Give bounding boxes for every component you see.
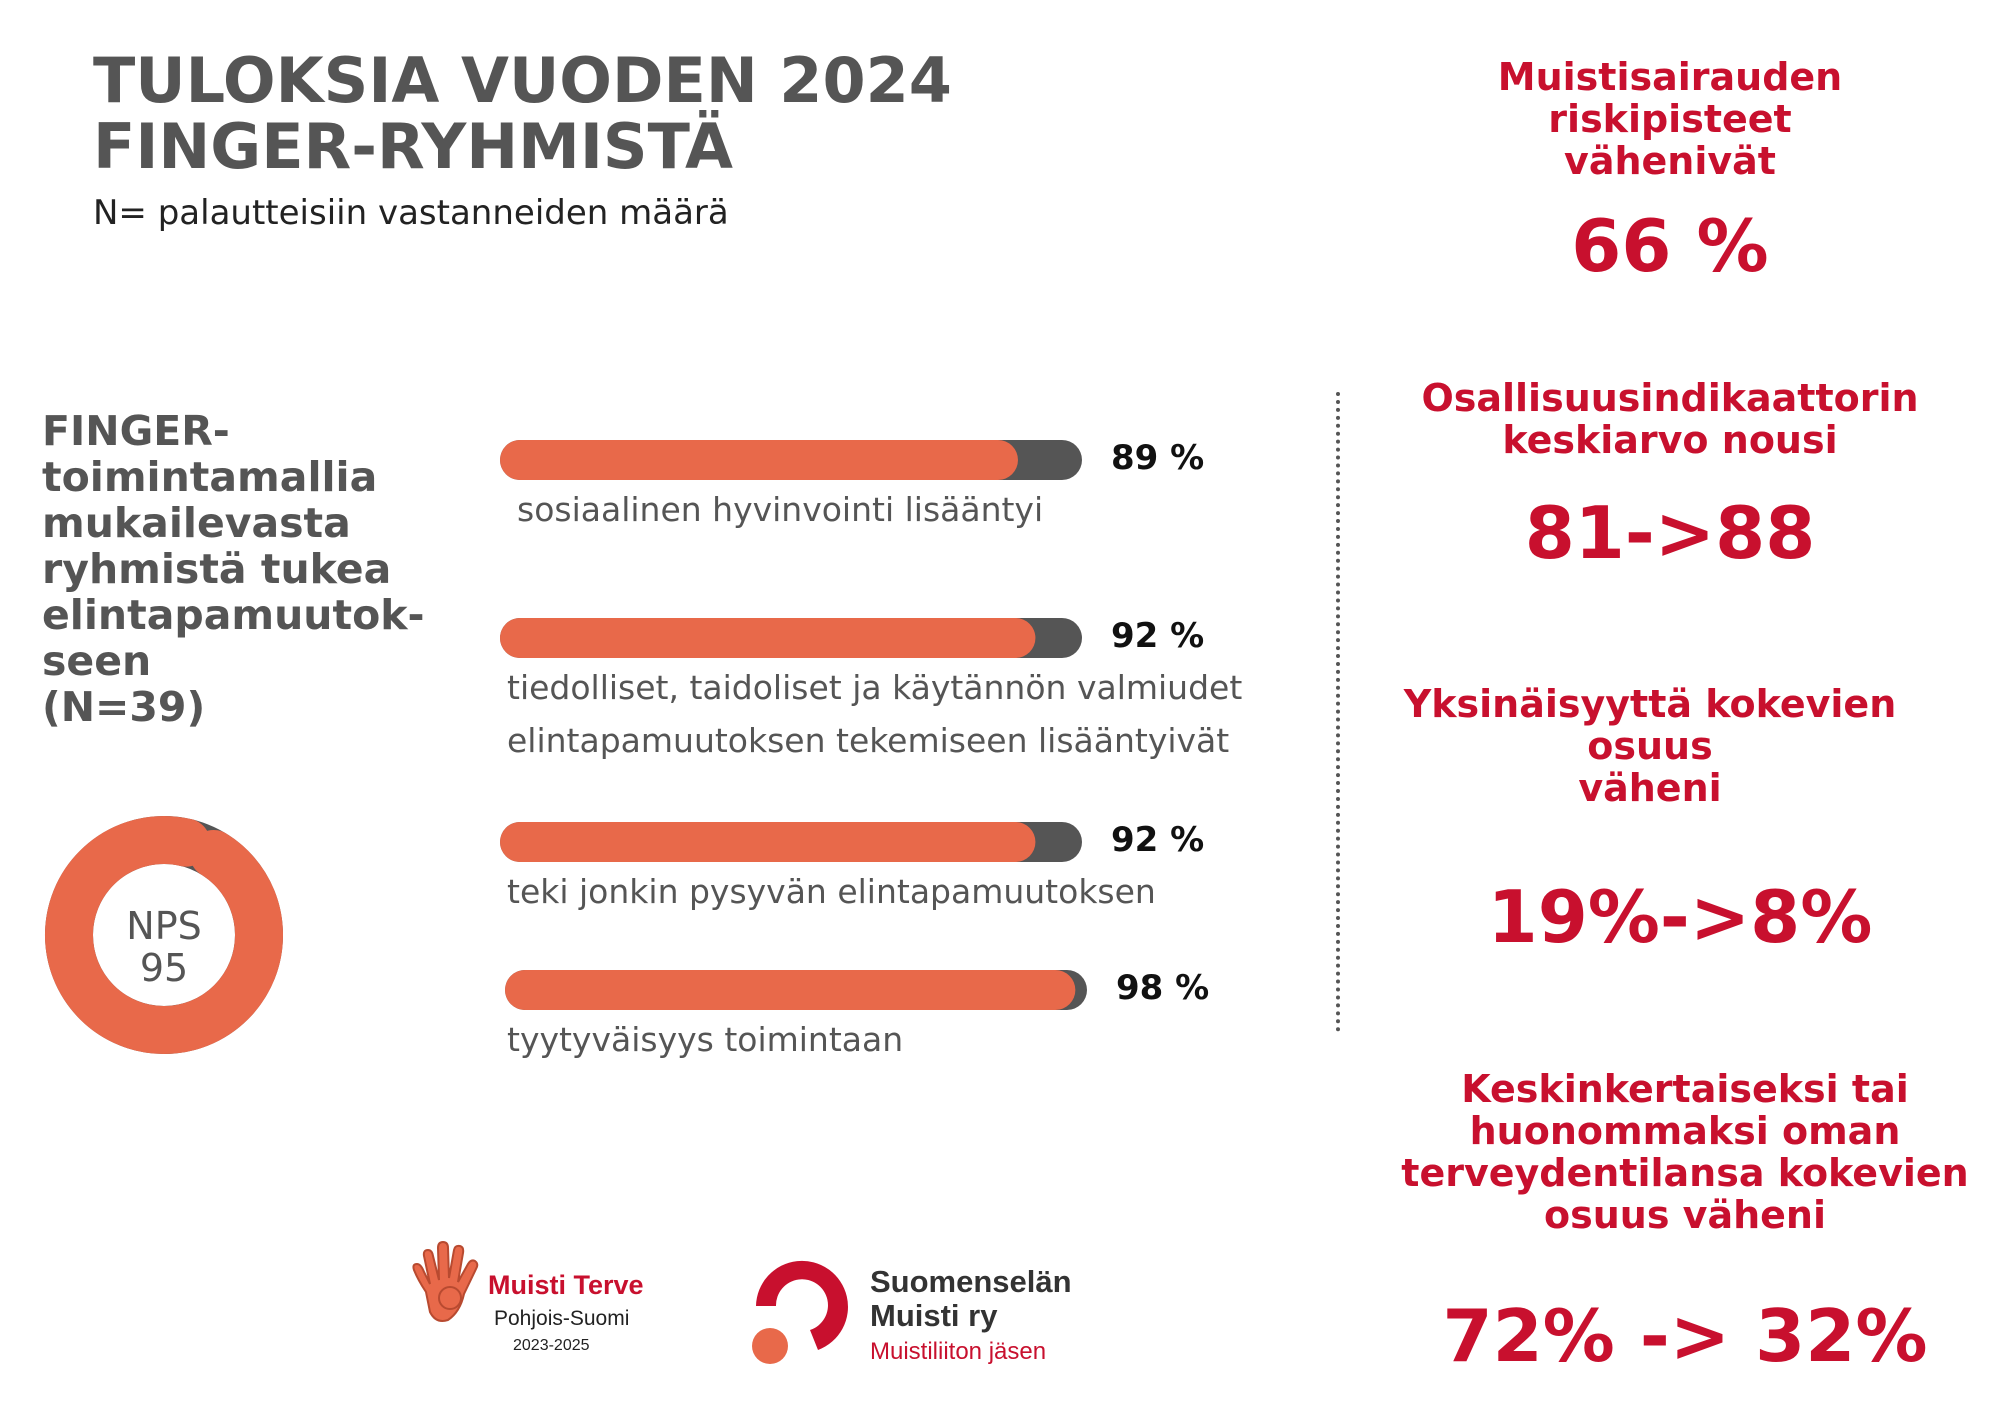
title-line-2: FINGER-RYHMISTÄ (93, 110, 734, 183)
stat-block-loneliness: Yksinäisyyttä kokevien osuus väheni 19%-… (1380, 683, 1920, 957)
stat-heading-line: huonommaksi oman (1469, 1109, 1901, 1153)
stat-heading: Osallisuusindikaattorin keskiarvo nousi (1400, 377, 1940, 461)
side-statement-line: toimintamallia (42, 453, 378, 501)
stat-heading-line: Keskinkertaiseksi tai (1461, 1067, 1909, 1111)
side-statement-line: (N=39) (42, 683, 206, 731)
stat-block-risk: Muistisairauden riskipisteet vähenivät 6… (1440, 56, 1900, 286)
stat-heading-line: riskipisteet (1548, 97, 1792, 141)
stat-heading: Yksinäisyyttä kokevien osuus väheni (1380, 683, 1920, 809)
side-statement-line: ryhmistä tukea (42, 545, 392, 593)
bar-value-label: 98 % (1116, 968, 1210, 1008)
bar-fill (500, 822, 1036, 862)
bar-category-label: teki jonkin pysyvän elintapamuutoksen (507, 865, 1156, 918)
stat-value: 66 % (1571, 204, 1769, 288)
bar-category-label-line: elintapamuutoksen tekemiseen lisääntyivä… (507, 721, 1230, 760)
bar-category-label-line: tyytyväisyys toimintaan (507, 1020, 904, 1059)
page-subtitle: N= palautteisiin vastanneiden määrä (93, 193, 729, 233)
bar-chart (500, 440, 1087, 1010)
bar-value-label: 92 % (1111, 820, 1205, 860)
logo-muisti-terve-years: 2023-2025 (513, 1337, 590, 1354)
logo-muisti-terve-region: Pohjois-Suomi (494, 1307, 630, 1330)
stat-heading-line: vähenivät (1564, 139, 1776, 183)
bar-value-label: 89 % (1111, 438, 1205, 478)
stat-heading-line: Yksinäisyyttä kokevien (1403, 682, 1897, 726)
stat-heading: Keskinkertaiseksi tai huonommaksi oman t… (1385, 1068, 1985, 1236)
side-statement-line: seen (42, 637, 152, 685)
nps-label-text: NPS (126, 904, 202, 948)
logo-suomenselan-name-line: Suomenselän (870, 1264, 1072, 1299)
bar-category-label: sosiaalinen hyvinvointi lisääntyi (517, 483, 1043, 536)
stat-value: 81->88 (1524, 491, 1816, 575)
question-mark-logo-icon (752, 1260, 848, 1364)
logo-suomenselan-name: Suomenselän Muisti ry (870, 1265, 1090, 1333)
bar-fill (505, 970, 1076, 1010)
stat-heading-line: väheni (1578, 766, 1722, 810)
stat-block-participation: Osallisuusindikaattorin keskiarvo nousi … (1400, 377, 1940, 573)
logo-suomenselan-tagline: Muistiliiton jäsen (870, 1338, 1047, 1365)
vertical-divider (1336, 392, 1340, 1032)
nps-value: 95 (139, 946, 189, 990)
logo-suomenselan-name-line: Muisti ry (870, 1298, 998, 1333)
stat-heading-line: osuus (1587, 724, 1713, 768)
bar-category-label: tyytyväisyys toimintaan (507, 1013, 903, 1066)
side-statement-line: FINGER- (42, 407, 230, 455)
stat-heading-line: terveydentilansa kokevien (1401, 1151, 1969, 1195)
title-line-1: TULOKSIA VUODEN 2024 (93, 44, 952, 117)
stat-heading-line: keskiarvo nousi (1502, 418, 1838, 462)
side-statement-line: mukailevasta (42, 499, 351, 547)
side-statement-line: elintapamuutok- (42, 591, 425, 639)
bar-category-label-line: teki jonkin pysyvän elintapamuutoksen (507, 872, 1156, 911)
stat-heading-line: Muistisairauden (1497, 55, 1843, 99)
nps-donut-fill (45, 816, 283, 1054)
nps-donut-chart (45, 816, 283, 1054)
logo-muisti-terve-name: Muisti Terve (488, 1270, 644, 1300)
stat-block-health: Keskinkertaiseksi tai huonommaksi oman t… (1385, 1068, 1985, 1376)
bar-category-label: tiedolliset, taidoliset ja käytännön val… (507, 661, 1242, 767)
stat-heading-line: osuus väheni (1544, 1193, 1826, 1237)
bar-fill (500, 440, 1018, 480)
stat-value: 19%->8% (1487, 875, 1873, 959)
bar-category-label-line: sosiaalinen hyvinvointi lisääntyi (517, 490, 1044, 529)
bar-fill (500, 618, 1036, 658)
stat-value: 72% -> 32% (1442, 1294, 1928, 1378)
bar-value-label: 92 % (1111, 616, 1205, 656)
stat-heading: Muistisairauden riskipisteet vähenivät (1440, 56, 1900, 182)
stat-heading-line: Osallisuusindikaattorin (1421, 376, 1919, 420)
side-statement: FINGER- toimintamallia mukailevasta ryhm… (42, 408, 472, 730)
page-title: TULOKSIA VUODEN 2024 FINGER-RYHMISTÄ (93, 48, 1093, 180)
nps-label: NPS 95 (44, 905, 284, 989)
bar-category-label-line: tiedolliset, taidoliset ja käytännön val… (507, 668, 1243, 707)
hand-icon (412, 1240, 479, 1322)
